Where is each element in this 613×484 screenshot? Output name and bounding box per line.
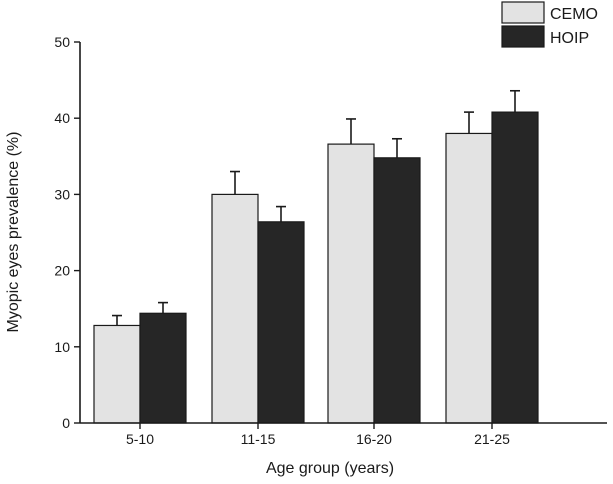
legend: CEMO HOIP — [501, 1, 598, 48]
bar-hoip-16-20 — [373, 157, 421, 424]
x-axis-title: Age group (years) — [266, 460, 394, 477]
y-tick-label: 50 — [54, 34, 70, 50]
bar-cemo-16-20 — [327, 143, 375, 424]
x-axis-ticks: 5-10 11-15 16-20 21-25 — [126, 423, 510, 447]
bar-hoip-11-15 — [257, 221, 305, 424]
legend-swatch-hoip — [501, 25, 545, 48]
y-tick-label: 20 — [54, 263, 70, 279]
y-tick-label: 0 — [62, 415, 70, 431]
bar-cemo-21-25 — [445, 132, 493, 424]
plot-area — [93, 89, 539, 424]
y-axis-title: Myopic eyes prevalence (%) — [5, 132, 22, 333]
y-tick-label: 40 — [54, 110, 70, 126]
bar-hoip-21-25 — [491, 111, 539, 424]
x-tick-label: 16-20 — [356, 431, 392, 447]
legend-label-hoip: HOIP — [550, 30, 589, 47]
y-tick-label: 30 — [54, 186, 70, 202]
x-tick-label: 11-15 — [241, 431, 276, 447]
bar-hoip-5-10 — [139, 312, 187, 424]
legend-swatch-cemo — [501, 1, 545, 24]
x-tick-label: 21-25 — [474, 431, 510, 447]
bar-cemo-5-10 — [93, 324, 141, 424]
bar-cemo-11-15 — [211, 193, 259, 424]
legend-label-cemo: CEMO — [550, 6, 598, 23]
y-tick-label: 10 — [54, 339, 70, 355]
y-axis-ticks: 0 10 20 30 40 50 — [54, 34, 80, 431]
x-tick-label: 5-10 — [126, 431, 154, 447]
